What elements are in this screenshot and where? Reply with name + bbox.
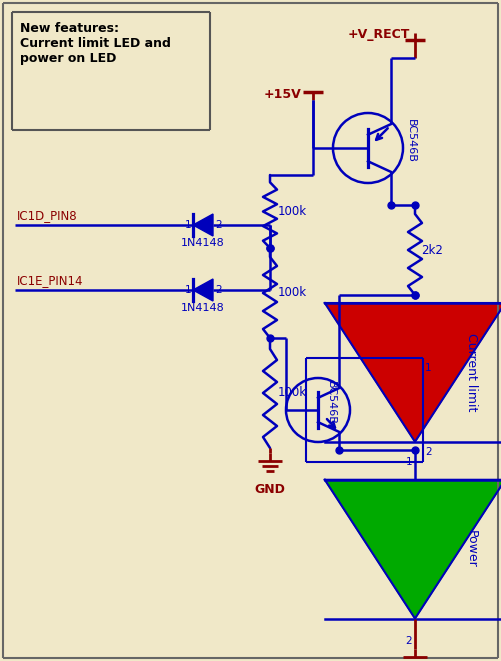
Text: 1: 1	[425, 363, 432, 373]
Text: +15V: +15V	[263, 88, 301, 101]
Text: 1: 1	[184, 220, 191, 230]
Text: 1N4148: 1N4148	[181, 303, 225, 313]
Text: +V_RECT: +V_RECT	[348, 28, 410, 41]
Text: New features:
Current limit LED and
power on LED: New features: Current limit LED and powe…	[20, 22, 171, 65]
Polygon shape	[325, 480, 501, 619]
Text: 2: 2	[215, 285, 221, 295]
Text: 100k: 100k	[278, 387, 307, 399]
Polygon shape	[193, 279, 213, 301]
Text: 2: 2	[425, 447, 432, 457]
Text: 2k2: 2k2	[421, 243, 443, 256]
Text: Current limit: Current limit	[465, 333, 478, 412]
Text: BC546B: BC546B	[406, 119, 416, 163]
Text: GND: GND	[255, 483, 286, 496]
Text: 1: 1	[184, 285, 191, 295]
Text: BC546B: BC546B	[326, 381, 336, 425]
Text: 1: 1	[405, 457, 412, 467]
Text: Power: Power	[465, 530, 478, 568]
Text: 100k: 100k	[278, 205, 307, 218]
Polygon shape	[325, 303, 501, 442]
Text: IC1D_PIN8: IC1D_PIN8	[17, 209, 78, 222]
Polygon shape	[193, 214, 213, 236]
Text: 1N4148: 1N4148	[181, 238, 225, 248]
Text: 2: 2	[215, 220, 221, 230]
Text: 2: 2	[405, 635, 412, 646]
Text: 100k: 100k	[278, 286, 307, 299]
Text: IC1E_PIN14: IC1E_PIN14	[17, 274, 84, 287]
